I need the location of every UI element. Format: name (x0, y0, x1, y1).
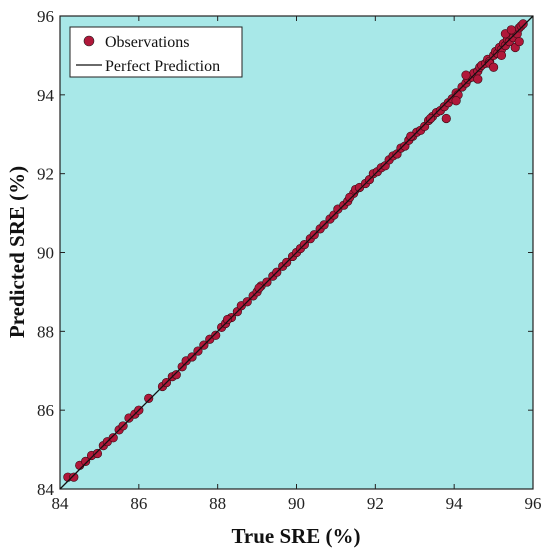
observation-point (488, 62, 499, 72)
observation-point (222, 314, 233, 325)
legend-observations-marker (83, 35, 95, 47)
x-tick-label: 92 (367, 494, 384, 513)
y-tick-label: 90 (37, 244, 54, 263)
observation-point (69, 472, 79, 482)
observation-point (506, 25, 516, 35)
plot-marks (59, 15, 534, 490)
observation-point (441, 113, 451, 124)
legend-observations-label: Observations (105, 34, 189, 51)
observation-point (171, 370, 181, 380)
x-tick-label: 84 (52, 494, 70, 513)
observation-point (144, 393, 154, 403)
x-axis: 84 86 88 90 92 94 96 (52, 16, 542, 513)
x-axis-label: True SRE (%) (231, 524, 360, 548)
observation-point (81, 456, 91, 467)
y-tick-label: 96 (37, 7, 54, 26)
observation-point (211, 330, 221, 340)
x-tick-label: 94 (446, 494, 464, 513)
y-tick-label: 92 (37, 165, 54, 184)
observation-point (461, 70, 471, 80)
observation-point (473, 74, 483, 84)
observation-point (518, 19, 528, 29)
observation-point (108, 433, 118, 443)
y-tick-label: 84 (37, 480, 55, 499)
x-tick-label: 96 (525, 494, 542, 513)
observation-point (451, 96, 461, 106)
y-axis-label: Predicted SRE (%) (5, 166, 29, 338)
observation-point (406, 131, 416, 141)
x-tick-label: 86 (130, 494, 147, 513)
observation-point (514, 37, 524, 47)
legend: Observations Perfect Prediction (69, 26, 243, 78)
x-tick-label: 90 (288, 494, 305, 513)
observation-point (92, 448, 103, 459)
x-tick-label: 88 (209, 494, 226, 513)
observation-point (496, 50, 507, 61)
y-tick-label: 86 (37, 401, 54, 420)
y-axis: 84 86 88 90 92 94 96 (37, 7, 533, 499)
observation-point (254, 283, 264, 293)
perfect-prediction-line (59, 15, 534, 490)
y-tick-label: 94 (37, 86, 55, 105)
observation-point (345, 192, 355, 202)
y-tick-label: 88 (37, 322, 54, 341)
legend-perfect-prediction-label: Perfect Prediction (105, 58, 220, 75)
legend-box (69, 26, 243, 78)
